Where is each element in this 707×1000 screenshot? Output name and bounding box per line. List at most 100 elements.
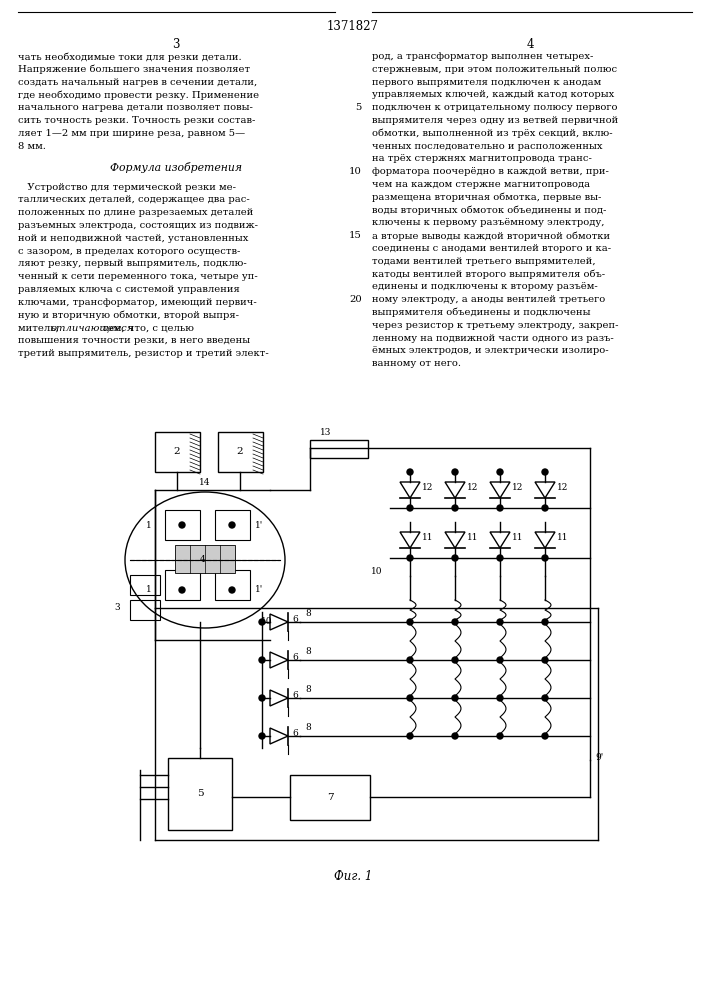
Text: митель,: митель,: [18, 323, 62, 332]
Polygon shape: [270, 690, 288, 706]
Bar: [165, 510, 200, 540]
Polygon shape: [490, 482, 510, 498]
Text: отличающееся: отличающееся: [50, 323, 134, 332]
Text: начального нагрева детали позволяет повы-: начального нагрева детали позволяет повы…: [18, 103, 253, 112]
Circle shape: [229, 587, 235, 593]
Text: повышения точности резки, в него введены: повышения точности резки, в него введены: [18, 336, 250, 345]
Circle shape: [497, 657, 503, 663]
Text: 8: 8: [305, 647, 311, 656]
Text: третий выпрямитель, резистор и третий элект-: третий выпрямитель, резистор и третий эл…: [18, 349, 269, 358]
Circle shape: [229, 522, 235, 528]
Text: первого выпрямителя подключен к анодам: первого выпрямителя подключен к анодам: [372, 78, 601, 87]
Circle shape: [542, 469, 548, 475]
Text: а вторые выводы каждой вторичной обмотки: а вторые выводы каждой вторичной обмотки: [372, 231, 610, 241]
Circle shape: [407, 619, 413, 625]
Circle shape: [179, 587, 185, 593]
Text: таллических деталей, содержащее два рас-: таллических деталей, содержащее два рас-: [18, 195, 250, 204]
Circle shape: [407, 733, 413, 739]
Text: Формула изобретения: Формула изобретения: [110, 162, 242, 173]
Text: 8: 8: [305, 723, 311, 732]
Text: 10: 10: [349, 167, 362, 176]
Text: 6: 6: [292, 615, 298, 624]
Text: ленному на подвижной части одного из разъ-: ленному на подвижной части одного из раз…: [372, 334, 614, 343]
Text: чать необходимые токи для резки детали.: чать необходимые токи для резки детали.: [18, 52, 242, 62]
Bar: [215, 570, 250, 600]
Text: положенных по длине разрезаемых деталей: положенных по длине разрезаемых деталей: [18, 208, 253, 217]
Text: 6: 6: [292, 730, 298, 738]
Text: ключены к первому разъёмному электроду,: ключены к первому разъёмному электроду,: [372, 218, 604, 227]
Bar: [130, 600, 160, 620]
Text: воды вторичных обмоток объединены и под-: воды вторичных обмоток объединены и под-: [372, 206, 607, 215]
Text: 4: 4: [526, 38, 534, 51]
Circle shape: [407, 505, 413, 511]
Circle shape: [259, 657, 265, 663]
Text: 10: 10: [260, 617, 272, 626]
Bar: [310, 440, 368, 458]
Text: 15: 15: [349, 231, 362, 240]
Text: Фиг. 1: Фиг. 1: [334, 870, 372, 883]
Text: Напряжение большего значения позволяет: Напряжение большего значения позволяет: [18, 65, 250, 74]
Polygon shape: [535, 482, 555, 498]
Text: ванному от него.: ванному от него.: [372, 359, 461, 368]
Text: 7: 7: [327, 792, 333, 802]
Text: сить точность резки. Точность резки состав-: сить точность резки. Точность резки сост…: [18, 116, 255, 125]
Text: 5: 5: [197, 790, 204, 798]
Text: ченный к сети переменного тока, четыре уп-: ченный к сети переменного тока, четыре у…: [18, 272, 258, 281]
Circle shape: [452, 555, 458, 561]
Polygon shape: [445, 532, 465, 548]
Text: равляемых ключа с системой управления: равляемых ключа с системой управления: [18, 285, 240, 294]
Text: ному электроду, а аноды вентилей третьего: ному электроду, а аноды вентилей третьег…: [372, 295, 605, 304]
Text: 11: 11: [422, 534, 433, 542]
Text: соединены с анодами вентилей второго и ка-: соединены с анодами вентилей второго и к…: [372, 244, 611, 253]
Circle shape: [542, 695, 548, 701]
Text: ключами, трансформатор, имеющий первич-: ключами, трансформатор, имеющий первич-: [18, 298, 257, 307]
Circle shape: [452, 619, 458, 625]
Polygon shape: [490, 532, 510, 548]
Text: чем на каждом стержне магнитопровода: чем на каждом стержне магнитопровода: [372, 180, 590, 189]
Bar: [155, 432, 200, 472]
Text: подключен к отрицательному полюсу первого: подключен к отрицательному полюсу первог…: [372, 103, 617, 112]
Circle shape: [259, 733, 265, 739]
Text: катоды вентилей второго выпрямителя объ-: катоды вентилей второго выпрямителя объ-: [372, 270, 605, 279]
Text: выпрямителя через одну из ветвей первичной: выпрямителя через одну из ветвей первичн…: [372, 116, 618, 125]
Circle shape: [542, 505, 548, 511]
Bar: [218, 432, 263, 472]
Text: ляют резку, первый выпрямитель, подклю-: ляют резку, первый выпрямитель, подклю-: [18, 259, 247, 268]
Bar: [130, 575, 160, 595]
Bar: [290, 775, 370, 820]
Polygon shape: [270, 614, 288, 630]
Text: 14: 14: [199, 478, 211, 487]
Text: через резистор к третьему электроду, закреп-: через резистор к третьему электроду, зак…: [372, 321, 619, 330]
Circle shape: [407, 695, 413, 701]
Circle shape: [542, 619, 548, 625]
Text: тем, что, с целью: тем, что, с целью: [99, 323, 194, 332]
Text: ёмных электродов, и электрически изолиро-: ёмных электродов, и электрически изолиро…: [372, 346, 609, 355]
Text: 6: 6: [292, 692, 298, 700]
Circle shape: [497, 619, 503, 625]
Circle shape: [452, 469, 458, 475]
Text: управляемых ключей, каждый катод которых: управляемых ключей, каждый катод которых: [372, 90, 614, 99]
Text: 5: 5: [356, 103, 362, 112]
Text: с зазором, в пределах которого осуществ-: с зазором, в пределах которого осуществ-: [18, 247, 240, 256]
Circle shape: [542, 733, 548, 739]
Text: 12: 12: [422, 484, 433, 492]
Text: род, а трансформатор выполнен четырех-: род, а трансформатор выполнен четырех-: [372, 52, 593, 61]
Text: 1: 1: [146, 585, 152, 594]
Text: 12: 12: [557, 484, 568, 492]
Text: создать начальный нагрев в сечении детали,: создать начальный нагрев в сечении детал…: [18, 78, 257, 87]
Circle shape: [259, 619, 265, 625]
Text: единены и подключены к второму разъём-: единены и подключены к второму разъём-: [372, 282, 597, 291]
Text: Устройство для термической резки ме-: Устройство для термической резки ме-: [18, 183, 236, 192]
Circle shape: [407, 657, 413, 663]
Text: 2: 2: [174, 448, 180, 456]
Text: 1': 1': [255, 585, 263, 594]
Text: ченных последовательно и расположенных: ченных последовательно и расположенных: [372, 142, 602, 151]
Text: 11: 11: [557, 534, 568, 542]
Text: где необходимо провести резку. Применение: где необходимо провести резку. Применени…: [18, 90, 259, 100]
Text: на трёх стержнях магнитопровода транс-: на трёх стержнях магнитопровода транс-: [372, 154, 592, 163]
Bar: [168, 758, 232, 830]
Circle shape: [259, 695, 265, 701]
Text: 12: 12: [512, 484, 523, 492]
Text: 11: 11: [467, 534, 479, 542]
Text: 8: 8: [305, 685, 311, 694]
